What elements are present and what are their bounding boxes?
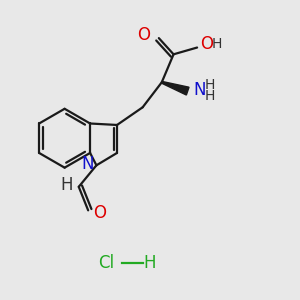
Text: H: H [205,78,215,92]
Text: N: N [194,81,206,99]
Text: Cl: Cl [98,254,115,272]
Polygon shape [161,81,189,95]
Text: N: N [81,155,94,173]
Text: O: O [138,26,151,44]
Text: O: O [93,204,106,222]
Text: H: H [212,37,222,51]
Text: H: H [61,176,73,194]
Text: H: H [144,254,156,272]
Text: O: O [200,35,213,53]
Text: H: H [205,89,215,103]
